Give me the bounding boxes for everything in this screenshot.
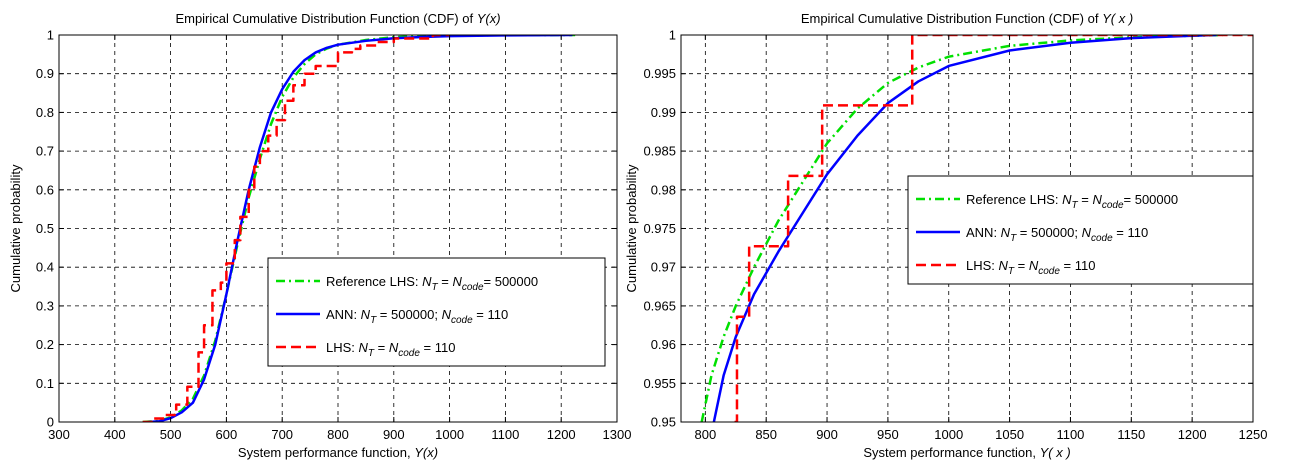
x-tick-label: 850 [755,427,777,442]
y-tick-label: 0.3 [36,298,54,313]
x-tick-label: 1300 [603,427,632,442]
y-tick-label: 0.96 [651,337,676,352]
legend-label-1: ANN: NT = 500000; Ncode = 110 [966,225,1148,244]
y-tick-label: 0.9 [36,66,54,81]
legend: Reference LHS: NT = Ncode= 500000 ANN: NT… [267,257,606,367]
chart-right: 800 850 900 950 1000 1050 1100 1150 1200 1250 0.95… [624,11,1267,460]
x-tick-label: 600 [216,427,238,442]
y-tick-label: 0.2 [36,337,54,352]
y-tick-label: 0 [47,415,54,430]
y-tick-label: 0.955 [643,376,676,391]
x-tick-label: 1000 [934,427,963,442]
x-tick-label: 1100 [1056,427,1084,442]
x-tick-label: 1000 [435,427,464,442]
y-tick-label: 1 [669,28,676,43]
legend-label-0: Reference LHS: NT = Ncode= 500000 [326,274,538,293]
series-group [142,35,576,422]
x-tick-label: 700 [271,427,293,442]
x-tick-label: 1200 [1178,427,1207,442]
y-tick-label: 0.99 [651,105,676,120]
y-tick-label: 0.98 [651,182,676,197]
x-tick-label: 400 [104,427,126,442]
legend-box [267,257,606,367]
legend-label-2: LHS: NT = Ncode = 110 [326,340,455,359]
series-line-2 [734,35,1253,422]
x-tick-label: 800 [327,427,349,442]
x-axis-label: System performance function, Y( x ) [863,445,1070,460]
x-tick-label: 1250 [1239,427,1268,442]
x-tick-label: 500 [160,427,182,442]
y-tick-label: 0.965 [643,298,676,313]
legend: Reference LHS: NT = Ncode= 500000 ANN: NT… [907,175,1254,285]
x-tick-label: 800 [694,427,716,442]
series-group [700,35,1253,422]
x-tick-label: 300 [48,427,70,442]
legend-label-0: Reference LHS: NT = Ncode= 500000 [966,192,1178,211]
x-tick-label: 1050 [995,427,1024,442]
x-tick-label: 950 [877,427,899,442]
y-tick-label: 0.975 [643,221,676,236]
y-tick-label: 0.995 [643,66,676,81]
legend-label-2: LHS: NT = Ncode = 110 [966,258,1095,277]
x-axis-label: System performance function, Y(x) [238,445,438,460]
y-tick-label: 0.985 [643,144,676,159]
legend-label-1: ANN: NT = 500000; Ncode = 110 [326,307,508,326]
series-line-0 [700,35,1223,422]
y-tick-label: 0.4 [36,260,54,275]
x-tick-label: 900 [816,427,838,442]
legend-box [907,175,1254,285]
x-tick-label: 1200 [547,427,576,442]
y-tick-label: 0.97 [651,260,676,275]
y-tick-label: 0.1 [36,376,54,391]
x-tick-label: 1100 [491,427,519,442]
y-tick-label: 0.8 [36,105,54,120]
y-tick-label: 0.6 [36,182,54,197]
chart-left: 300 400 500 600 700 800 900 1000 1100 1200 1300 0 0.… [8,11,631,460]
y-tick-label: 0.5 [36,221,54,236]
y-tick-label: 0.7 [36,144,54,159]
x-tick-label: 1150 [1117,427,1145,442]
chart-title: Empirical Cumulative Distribution Functi… [175,11,500,26]
series-line-2 [142,35,450,422]
y-axis-label: Cumulative probability [8,164,23,292]
y-tick-label: 1 [47,28,54,43]
chart-title: Empirical Cumulative Distribution Functi… [801,11,1133,26]
x-tick-label: 900 [383,427,405,442]
y-axis-label: Cumulative probability [624,164,639,292]
series-line-1 [712,35,1217,422]
y-tick-label: 0.95 [651,415,676,430]
